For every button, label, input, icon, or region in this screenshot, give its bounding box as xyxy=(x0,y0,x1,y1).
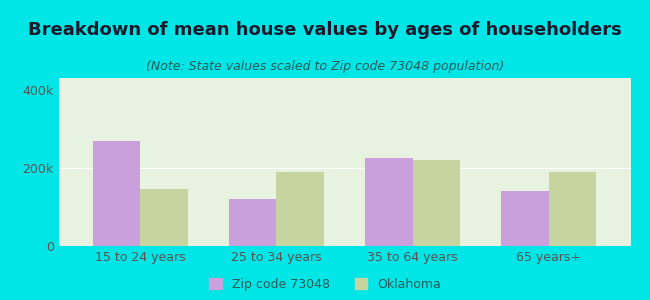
Bar xyxy=(229,199,276,246)
Bar xyxy=(276,172,324,246)
Bar xyxy=(92,140,140,246)
Bar xyxy=(413,160,460,246)
Bar xyxy=(365,158,413,246)
Bar xyxy=(140,189,188,246)
Text: (Note: State values scaled to Zip code 73048 population): (Note: State values scaled to Zip code 7… xyxy=(146,60,504,73)
Text: Breakdown of mean house values by ages of householders: Breakdown of mean house values by ages o… xyxy=(28,21,622,39)
Bar xyxy=(549,172,597,246)
Bar xyxy=(501,191,549,246)
Legend: Zip code 73048, Oklahoma: Zip code 73048, Oklahoma xyxy=(209,278,441,291)
